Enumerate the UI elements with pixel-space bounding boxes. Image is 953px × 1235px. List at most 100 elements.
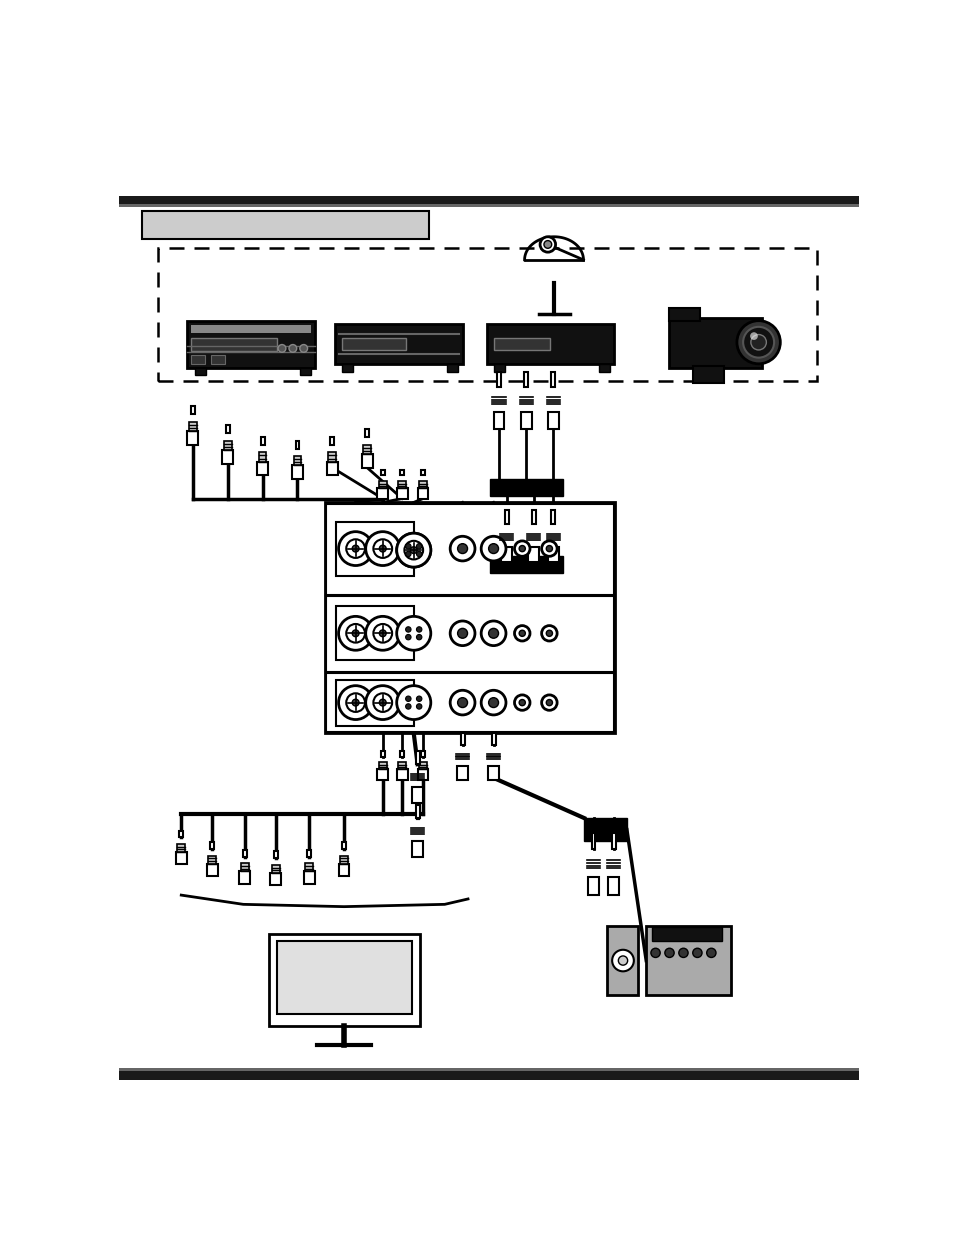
Bar (335, 324, 462, 364)
Bar (175, 852, 187, 864)
Bar (396, 769, 407, 779)
Bar (222, 450, 233, 464)
Circle shape (518, 546, 525, 552)
Circle shape (338, 616, 373, 651)
Bar (551, 372, 555, 387)
Bar (417, 488, 428, 499)
Bar (326, 597, 613, 672)
Circle shape (541, 695, 557, 710)
Bar (208, 856, 216, 863)
Circle shape (750, 335, 765, 350)
Circle shape (405, 697, 411, 701)
Bar (488, 766, 498, 779)
Bar (189, 421, 196, 431)
Circle shape (352, 699, 358, 706)
Bar (192, 354, 205, 364)
Bar (342, 364, 353, 372)
Bar (493, 412, 504, 430)
Circle shape (278, 345, 286, 352)
Bar (119, 196, 858, 204)
Bar (226, 425, 230, 433)
Circle shape (546, 699, 552, 705)
Bar (412, 787, 422, 803)
Bar (305, 863, 313, 872)
Bar (611, 832, 615, 848)
Bar (211, 354, 224, 364)
Circle shape (373, 693, 392, 711)
Circle shape (405, 635, 411, 640)
Bar (396, 488, 407, 499)
Bar (330, 437, 334, 445)
Circle shape (518, 630, 525, 636)
Circle shape (338, 685, 373, 720)
Circle shape (541, 541, 557, 556)
Bar (210, 842, 214, 848)
Bar (500, 547, 512, 562)
Bar (494, 337, 550, 350)
Bar (260, 437, 264, 445)
Bar (607, 926, 638, 995)
Bar (456, 766, 468, 779)
Circle shape (379, 545, 386, 552)
Circle shape (299, 345, 307, 352)
Bar (258, 452, 266, 462)
Bar (378, 482, 386, 488)
Circle shape (416, 697, 421, 701)
Bar (547, 412, 558, 430)
Bar (418, 762, 427, 769)
Bar (192, 325, 311, 333)
Bar (645, 926, 731, 995)
Bar (335, 521, 414, 576)
Bar (420, 469, 424, 475)
Bar (295, 441, 299, 448)
Circle shape (338, 531, 373, 566)
Bar (294, 456, 301, 466)
Bar (494, 364, 505, 372)
Bar (327, 462, 337, 475)
Circle shape (404, 541, 423, 559)
Bar (583, 818, 626, 841)
Circle shape (346, 624, 365, 642)
Bar (335, 606, 414, 661)
Bar (192, 338, 276, 351)
Circle shape (480, 690, 505, 715)
Circle shape (457, 543, 467, 553)
Circle shape (450, 536, 475, 561)
Bar (119, 1071, 858, 1079)
Bar (378, 762, 386, 769)
Circle shape (396, 534, 431, 567)
Bar (187, 431, 198, 445)
Bar (692, 366, 723, 383)
Bar (179, 831, 183, 837)
Bar (270, 873, 281, 885)
Circle shape (416, 635, 421, 640)
Bar (177, 844, 185, 852)
Bar (243, 850, 247, 857)
Bar (377, 769, 388, 779)
Circle shape (396, 534, 431, 567)
Circle shape (742, 327, 773, 358)
Bar (224, 441, 232, 450)
Bar (299, 368, 311, 375)
Bar (416, 751, 419, 764)
Circle shape (514, 695, 530, 710)
Circle shape (405, 626, 411, 632)
Bar (241, 863, 249, 872)
Circle shape (650, 948, 659, 957)
Bar (191, 406, 194, 414)
Circle shape (546, 630, 552, 636)
Circle shape (546, 546, 552, 552)
Bar (397, 482, 406, 488)
Circle shape (480, 536, 505, 561)
Circle shape (480, 621, 505, 646)
Circle shape (514, 626, 530, 641)
Bar (257, 462, 268, 475)
Bar (591, 832, 595, 848)
Bar (363, 445, 371, 454)
Bar (326, 504, 613, 595)
Bar (328, 452, 335, 462)
Circle shape (373, 540, 392, 558)
Bar (340, 856, 348, 863)
Bar (119, 205, 858, 206)
Bar (342, 337, 406, 350)
